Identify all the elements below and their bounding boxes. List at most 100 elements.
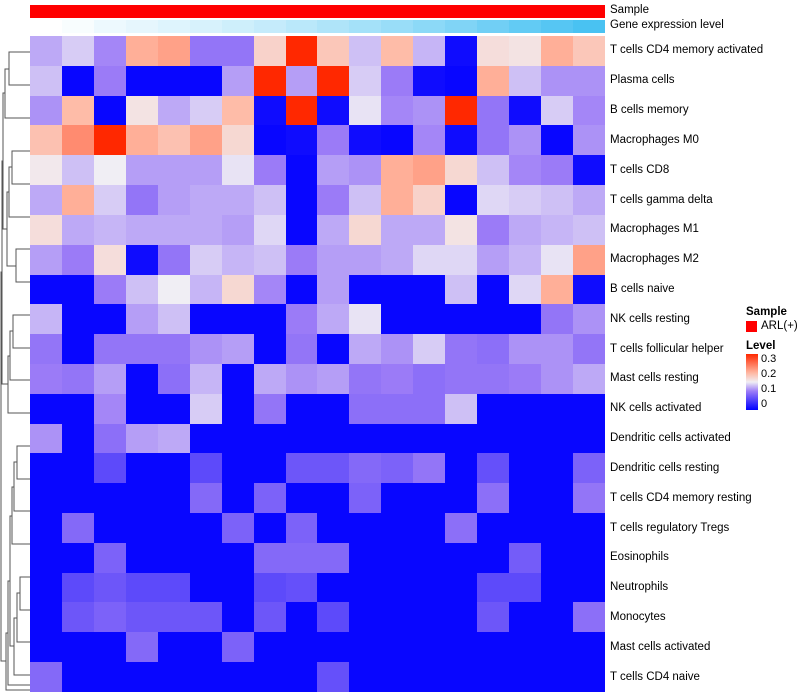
heatmap-cell <box>349 602 382 633</box>
heatmap-cell <box>189 542 222 573</box>
heatmap-cell <box>572 185 605 215</box>
heatmap-cell <box>30 334 62 364</box>
heatmap-row <box>30 602 605 633</box>
gene-expression-annotation-cell <box>572 20 605 33</box>
heatmap-cell <box>445 95 478 126</box>
heatmap-cell <box>413 393 446 424</box>
gene-expression-annotation-cell <box>541 20 573 33</box>
heatmap-cell <box>349 423 382 454</box>
heatmap-cell <box>157 423 190 454</box>
heatmap-row-label: Mast cells activated <box>610 640 711 653</box>
heatmap-cell <box>317 214 350 245</box>
heatmap-cell <box>541 36 573 66</box>
heatmap-cell <box>189 125 222 156</box>
heatmap-cell <box>221 453 254 484</box>
heatmap-cell <box>541 214 573 245</box>
heatmap-cell <box>349 125 382 156</box>
heatmap-cell <box>61 185 94 215</box>
heatmap-cell <box>30 65 62 96</box>
heatmap-cell <box>61 95 94 126</box>
heatmap-cell <box>61 483 94 513</box>
heatmap-cell <box>189 453 222 484</box>
heatmap-row <box>30 65 605 96</box>
heatmap-row-label: NK cells activated <box>610 402 702 415</box>
heatmap-cell <box>541 125 573 156</box>
heatmap-cell <box>221 125 254 156</box>
heatmap-cell <box>125 363 158 394</box>
heatmap-cell <box>285 125 318 156</box>
legend-sample-title: Sample <box>746 306 787 318</box>
heatmap-cell <box>189 304 222 335</box>
heatmap-cell <box>157 36 190 66</box>
heatmap-cell <box>413 244 446 275</box>
heatmap-cell <box>509 125 541 156</box>
heatmap-cell <box>509 214 541 245</box>
heatmap-cell <box>381 244 414 275</box>
heatmap-cell <box>93 214 126 245</box>
heatmap-cell <box>285 483 318 513</box>
level-colorbar <box>746 354 758 410</box>
heatmap-cell <box>221 155 254 186</box>
heatmap-cell <box>572 244 605 275</box>
heatmap-cell <box>509 632 541 663</box>
heatmap-row-label: Mast cells resting <box>610 372 699 385</box>
heatmap-cell <box>157 572 190 603</box>
heatmap-cell <box>221 423 254 454</box>
heatmap-cell <box>349 334 382 364</box>
heatmap-cell <box>317 423 350 454</box>
heatmap-row <box>30 572 605 603</box>
gene-expression-annotation-cell <box>317 20 350 33</box>
heatmap-cell <box>349 65 382 96</box>
heatmap-cell <box>221 542 254 573</box>
heatmap-cell <box>509 334 541 364</box>
heatmap-cell <box>541 304 573 335</box>
heatmap-cell <box>477 453 510 484</box>
heatmap-cell <box>157 65 190 96</box>
heatmap-cell <box>61 155 94 186</box>
heatmap-cell <box>285 393 318 424</box>
heatmap-cell <box>572 363 605 394</box>
heatmap-cell <box>253 274 286 305</box>
heatmap-cell <box>157 185 190 215</box>
heatmap-cell <box>317 542 350 573</box>
heatmap-cell <box>93 36 126 66</box>
heatmap-cell <box>572 453 605 484</box>
heatmap-cell <box>61 65 94 96</box>
heatmap-cell <box>93 304 126 335</box>
heatmap-cell <box>477 542 510 573</box>
row-dendrogram <box>0 36 30 692</box>
heatmap-row <box>30 513 605 543</box>
heatmap-cell <box>189 662 222 692</box>
heatmap-row-label: NK cells resting <box>610 312 690 325</box>
heatmap-cell <box>30 483 62 513</box>
heatmap-cell <box>541 244 573 275</box>
heatmap-row <box>30 662 605 692</box>
heatmap-row <box>30 214 605 245</box>
heatmap-row <box>30 632 605 663</box>
heatmap-cell <box>509 304 541 335</box>
heatmap-cell <box>381 36 414 66</box>
heatmap-cell <box>541 542 573 573</box>
heatmap-cell <box>93 393 126 424</box>
heatmap-cell <box>572 632 605 663</box>
heatmap-row-label: Macrophages M1 <box>610 223 699 236</box>
heatmap-cell <box>125 65 158 96</box>
heatmap-cell <box>30 363 62 394</box>
heatmap-cell <box>413 632 446 663</box>
heatmap-cell <box>413 95 446 126</box>
heatmap-cell <box>285 244 318 275</box>
heatmap-cell <box>125 334 158 364</box>
sample-annotation-cell <box>253 5 286 18</box>
heatmap-cell <box>541 423 573 454</box>
heatmap-cell <box>541 572 573 603</box>
heatmap-cell <box>477 334 510 364</box>
heatmap-cell <box>381 95 414 126</box>
heatmap-cell <box>125 393 158 424</box>
sample-annotation-cell <box>157 5 190 18</box>
heatmap-cell <box>157 513 190 543</box>
heatmap-cell <box>541 602 573 633</box>
heatmap-row <box>30 363 605 394</box>
heatmap-cell <box>157 95 190 126</box>
heatmap-row-label: T cells gamma delta <box>610 193 713 206</box>
heatmap-cell <box>285 334 318 364</box>
